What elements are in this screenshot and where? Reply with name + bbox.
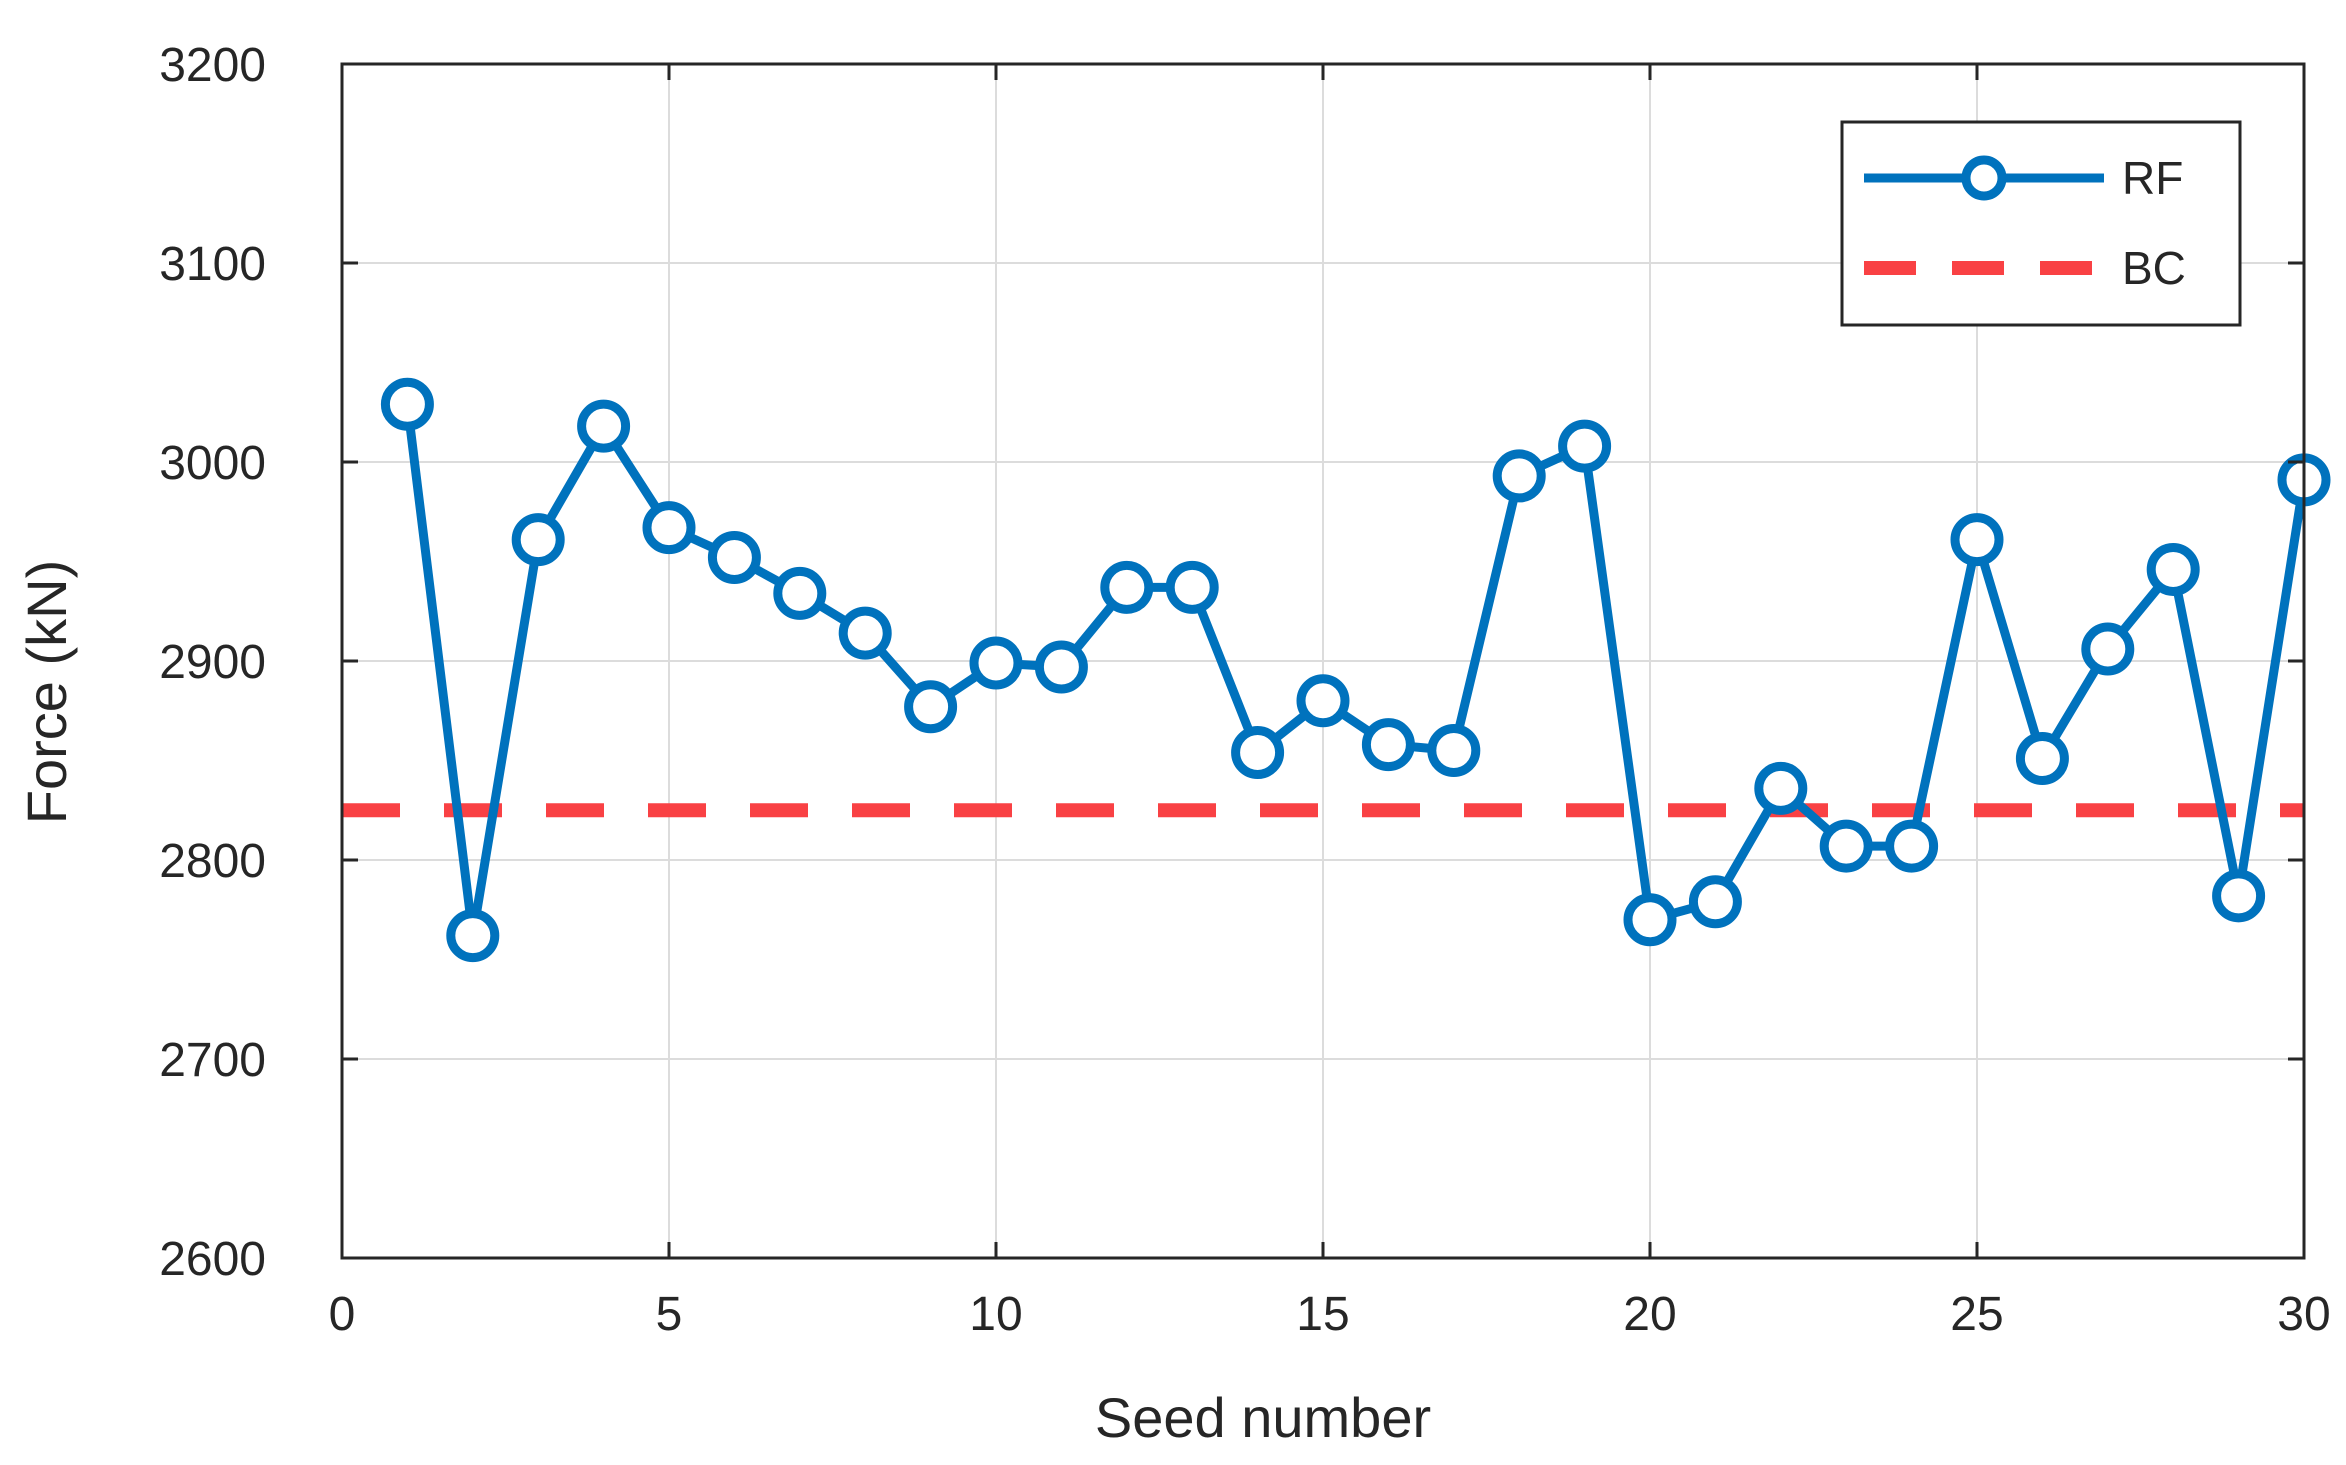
rf-point — [969, 636, 1023, 690]
y-tick-label: 2900 — [159, 636, 266, 689]
legend-bc-label: BC — [2122, 242, 2186, 294]
rf-point — [1361, 718, 1415, 772]
rf-point — [1558, 419, 1612, 473]
rf-point — [1492, 449, 1546, 503]
rf-line — [402, 403, 2309, 941]
x-tick-label: 10 — [969, 1288, 1022, 1341]
rf-point — [642, 501, 696, 555]
x-tick-label: 30 — [2277, 1288, 2330, 1341]
y-axis-label: Force (kN) — [15, 560, 78, 824]
rf-point — [1100, 560, 1154, 614]
y-tick-label: 2700 — [159, 1034, 266, 1087]
y-tick-label: 3200 — [159, 39, 266, 92]
rf-point — [2146, 542, 2200, 596]
rf-point — [1885, 819, 1939, 873]
rf-point — [1165, 560, 1219, 614]
rf-point — [1688, 875, 1742, 929]
x-tick-label: 15 — [1296, 1288, 1349, 1341]
rf-point — [511, 513, 565, 567]
legend-box — [1840, 120, 2242, 327]
x-tick-label: 0 — [329, 1288, 356, 1341]
rf-point — [2015, 732, 2069, 786]
rf-point — [1427, 724, 1481, 778]
legend-rf-marker — [1961, 155, 2007, 201]
rf-point — [380, 377, 434, 431]
rf-point — [446, 909, 500, 963]
legend-rf-label: RF — [2122, 152, 2183, 204]
rf-point — [904, 680, 958, 734]
rf-point — [2212, 869, 2266, 923]
rf-point — [2081, 622, 2135, 676]
x-tick-label: 5 — [656, 1288, 683, 1341]
rf-point — [1231, 726, 1285, 780]
x-tick-label: 20 — [1623, 1288, 1676, 1341]
x-axis-label: Seed number — [1095, 1386, 1431, 1449]
y-tick-label: 3000 — [159, 437, 266, 490]
rf-point — [1950, 513, 2004, 567]
rf-point — [1819, 819, 1873, 873]
rf-point — [707, 531, 761, 585]
rf-point — [773, 566, 827, 620]
rf-point — [577, 399, 631, 453]
rf-point — [1034, 640, 1088, 694]
rf-point — [1623, 893, 1677, 947]
x-tick-label: 25 — [1950, 1288, 2003, 1341]
rf-point — [1754, 761, 1808, 815]
rf-series — [380, 377, 2331, 963]
plot-axes — [340, 62, 2306, 1260]
tick-labels: 0 5 10 15 20 25 30 2600 2700 2800 2900 3000 3100 3200 — [159, 39, 2330, 1341]
y-tick-label: 2800 — [159, 835, 266, 888]
rf-point — [838, 606, 892, 660]
rf-point — [1296, 674, 1350, 728]
y-tick-label: 2600 — [159, 1233, 266, 1286]
legend: RF BC — [1840, 120, 2242, 327]
y-tick-label: 3100 — [159, 238, 266, 291]
